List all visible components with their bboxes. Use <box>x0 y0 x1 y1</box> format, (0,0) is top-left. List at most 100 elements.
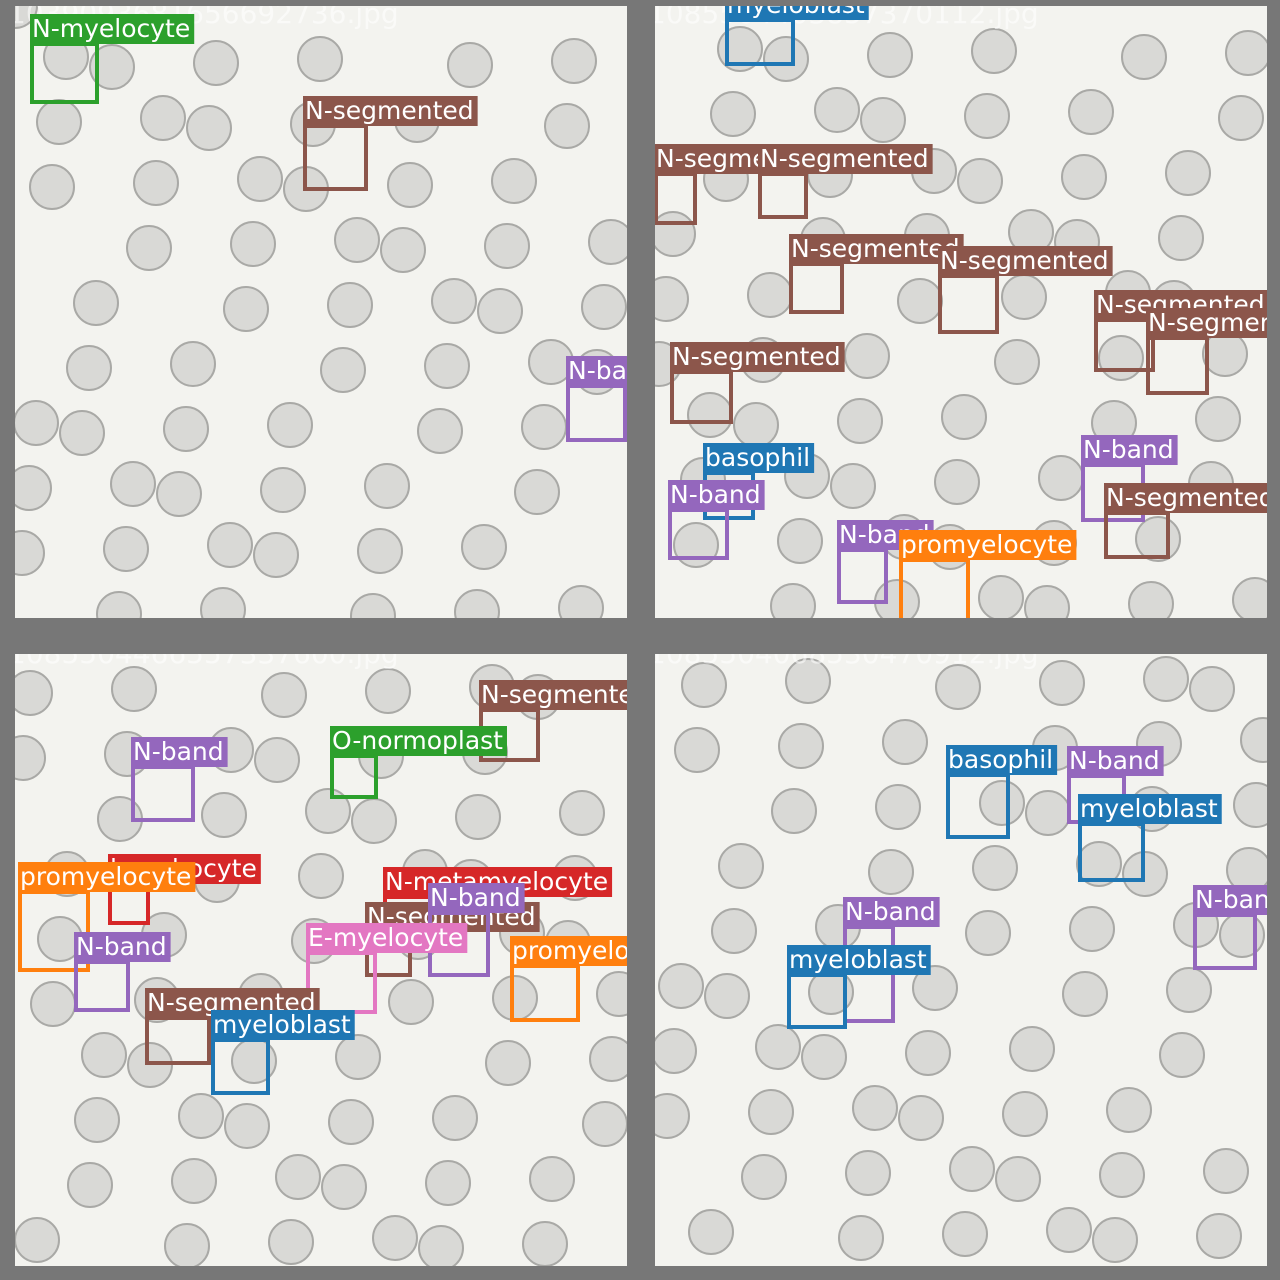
red-cell <box>1092 1217 1138 1263</box>
red-cell <box>67 1162 113 1208</box>
red-cell <box>1039 660 1085 706</box>
red-cell <box>170 341 216 387</box>
detection-label: myeloblast <box>1080 794 1218 823</box>
red-cell <box>681 662 727 708</box>
red-cell <box>1038 455 1084 501</box>
label-bg <box>703 443 815 473</box>
red-cell <box>96 591 142 618</box>
red-cell <box>15 6 38 29</box>
red-cell <box>418 1225 464 1266</box>
red-cell <box>73 280 119 326</box>
red-cell <box>15 400 59 446</box>
red-cell <box>522 1221 568 1266</box>
red-cell <box>103 526 149 572</box>
red-cell <box>957 158 1003 204</box>
red-cell <box>1166 967 1212 1013</box>
detection-label: myeloblast <box>213 1010 351 1039</box>
detection-label: N-segmented <box>672 342 841 371</box>
red-cell <box>387 162 433 208</box>
red-cell <box>882 719 928 765</box>
red-cell <box>898 1095 944 1141</box>
label-bg <box>306 923 468 953</box>
detection-label: O-normoplast <box>332 726 503 755</box>
red-cell <box>334 217 380 263</box>
red-cell <box>979 780 1025 826</box>
red-cell <box>372 1215 418 1261</box>
red-cell <box>860 97 906 143</box>
red-cell <box>15 465 52 511</box>
red-cell <box>965 910 1011 956</box>
red-cell <box>942 1211 988 1257</box>
red-cell <box>1009 1026 1055 1072</box>
label-bg <box>30 14 195 44</box>
red-cell <box>484 223 530 269</box>
tile: 1085504403857370112.jpgmyeloblastN-segme… <box>655 6 1280 618</box>
red-cell <box>521 404 567 450</box>
detection-label: myeloblast <box>789 945 927 974</box>
filename: 1085504466557337600.jpg <box>8 637 399 670</box>
red-cell <box>897 278 943 324</box>
red-cell <box>15 735 46 781</box>
red-cell <box>770 583 816 618</box>
detection-label: N-segmented <box>1148 308 1280 337</box>
red-cell <box>755 1024 801 1070</box>
red-cell <box>748 1089 794 1135</box>
red-cell <box>582 1101 627 1147</box>
label-bg <box>1146 308 1267 338</box>
red-cell <box>844 333 890 379</box>
detection-label: promyelocyte <box>901 530 1072 559</box>
red-cell <box>837 398 883 444</box>
label-bg <box>74 932 171 962</box>
label-bg <box>670 342 845 372</box>
red-cell <box>710 91 756 137</box>
red-cell <box>995 1156 1041 1202</box>
red-cell <box>905 1030 951 1076</box>
red-cell <box>1196 1213 1242 1259</box>
red-cell <box>845 1150 891 1196</box>
red-cell <box>1098 335 1144 381</box>
red-cell <box>941 394 987 440</box>
red-cell <box>110 461 156 507</box>
red-cell <box>934 459 980 505</box>
red-cell <box>186 105 232 151</box>
red-cell <box>658 963 704 1009</box>
red-cell <box>1099 1152 1145 1198</box>
red-cell <box>267 402 313 448</box>
label-bg <box>330 726 507 756</box>
red-cell <box>156 471 202 517</box>
red-cell <box>1165 150 1211 196</box>
red-cell <box>1233 782 1267 828</box>
red-cell <box>207 522 253 568</box>
red-cell <box>1203 1148 1249 1194</box>
red-cell <box>912 965 958 1011</box>
label-bg <box>899 530 1077 560</box>
red-cell <box>718 843 764 889</box>
red-cell <box>949 1146 995 1192</box>
red-cell <box>1025 790 1071 836</box>
detection-label: N-segmented <box>760 144 929 173</box>
detection-label: N-band <box>1083 435 1174 464</box>
detection-label: promyelocyte <box>20 862 191 891</box>
red-cell <box>589 1036 627 1082</box>
red-cell <box>971 28 1017 74</box>
red-cell <box>1189 666 1235 712</box>
red-cell <box>1076 841 1122 887</box>
red-cell <box>485 1040 531 1086</box>
red-cell <box>785 658 831 704</box>
red-cell <box>1135 516 1181 562</box>
red-cell <box>328 1099 374 1145</box>
tile: 1085504466557337600.jpg N-segmented O-norm… <box>8 637 627 1266</box>
red-cell <box>551 38 597 84</box>
red-cell <box>424 343 470 389</box>
red-cell <box>455 794 501 840</box>
label-bg <box>1104 483 1267 513</box>
red-cell <box>431 278 477 324</box>
red-cell <box>350 593 396 618</box>
red-cell <box>1128 581 1174 618</box>
label-bg <box>1081 435 1178 465</box>
red-cell <box>964 93 1010 139</box>
red-cell <box>1143 656 1189 702</box>
red-cell <box>778 723 824 769</box>
red-cell <box>559 790 605 836</box>
